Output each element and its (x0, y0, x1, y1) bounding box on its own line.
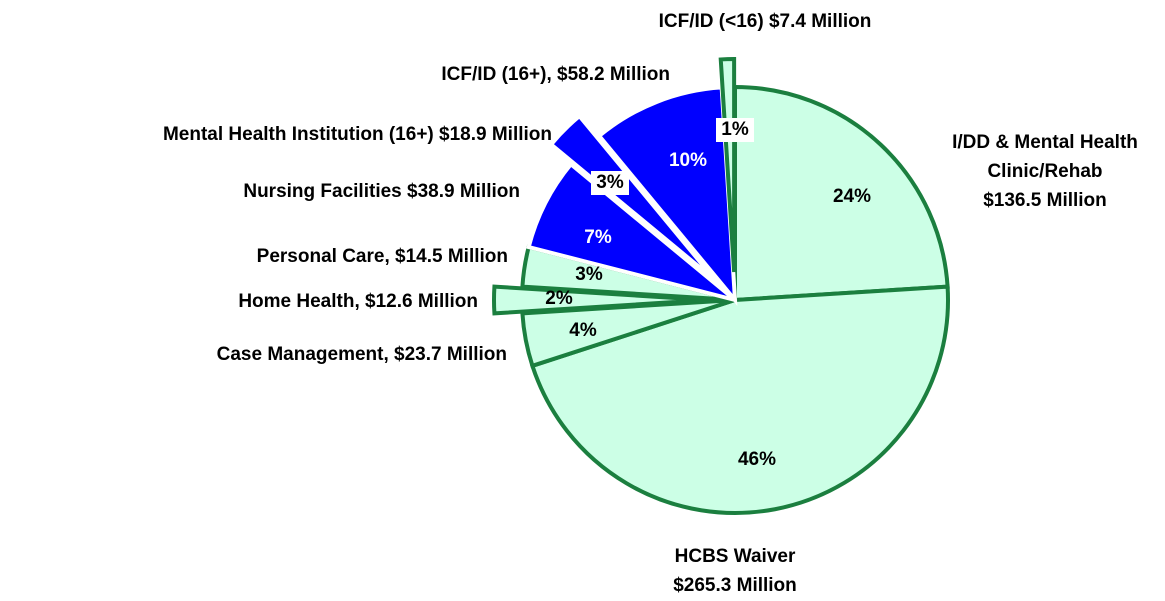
pie-slice (548, 113, 717, 282)
slice-label: Mental Health Institution (16+) $18.9 Mi… (163, 124, 552, 145)
slice-label: ICF/ID (16+), $58.2 Million (441, 64, 670, 85)
pie-slice (596, 85, 738, 307)
pie-slice (529, 284, 950, 515)
slice-label: Case Management, $23.7 Million (217, 344, 507, 365)
slice-label: ICF/ID (<16) $7.4 Million (659, 11, 872, 32)
label-line: Case Management, $23.7 Million (217, 344, 507, 365)
label-line: Nursing Facilities $38.9 Million (243, 181, 520, 202)
percent-label: 3% (596, 172, 624, 193)
percent-label: 10% (669, 150, 707, 171)
label-line: $136.5 Million (983, 190, 1107, 211)
percent-label: 4% (569, 320, 597, 341)
slice-label: Personal Care, $14.5 Million (257, 246, 508, 267)
label-background (591, 171, 629, 195)
pie-slice (718, 57, 737, 273)
slice-label: HCBS Waiver $265.3 Million (673, 546, 797, 596)
label-line: Clinic/Rehab (987, 161, 1102, 182)
label-line: ICF/ID (<16) $7.4 Million (659, 11, 872, 32)
pie-slice (526, 161, 737, 302)
label-line: ICF/ID (16+), $58.2 Million (441, 64, 670, 85)
label-line: $265.3 Million (673, 575, 797, 596)
percent-label: 3% (575, 264, 603, 285)
percent-label: 2% (545, 288, 573, 309)
pie-slice (733, 84, 950, 303)
label-line: Home Health, $12.6 Million (238, 291, 478, 312)
percent-label: 46% (738, 449, 776, 470)
slice-label: Home Health, $12.6 Million (238, 291, 478, 312)
label-line: Personal Care, $14.5 Million (257, 246, 508, 267)
label-line: Mental Health Institution (16+) $18.9 Mi… (163, 124, 552, 145)
pie-slice (491, 284, 708, 316)
slice-label: Nursing Facilities $38.9 Million (243, 181, 520, 202)
percent-label: 24% (833, 186, 871, 207)
percent-label: 1% (721, 119, 749, 140)
label-line: HCBS Waiver (675, 546, 796, 567)
label-background (716, 118, 754, 142)
label-line: I/DD & Mental Health (952, 132, 1138, 153)
percent-label: 7% (584, 227, 612, 248)
slice-label: I/DD & Mental Health Clinic/Rehab $136.5 M… (952, 132, 1138, 211)
